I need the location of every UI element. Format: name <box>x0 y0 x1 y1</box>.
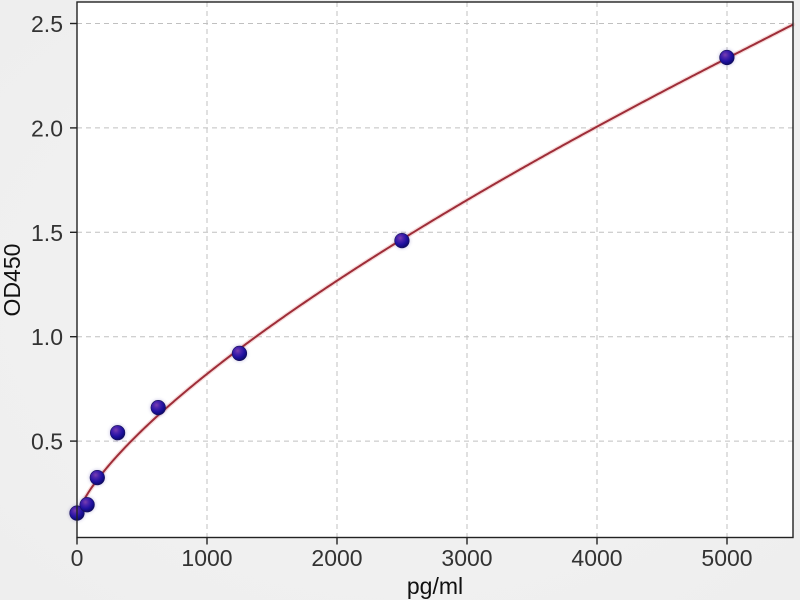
svg-text:5000: 5000 <box>701 545 752 571</box>
svg-text:0.5: 0.5 <box>31 429 63 455</box>
svg-text:OD450: OD450 <box>0 244 25 317</box>
svg-text:3000: 3000 <box>441 545 492 571</box>
svg-text:4000: 4000 <box>571 545 622 571</box>
svg-text:0: 0 <box>71 545 84 571</box>
svg-text:1.5: 1.5 <box>31 220 63 246</box>
svg-text:1.0: 1.0 <box>31 324 63 350</box>
svg-text:2.5: 2.5 <box>31 11 63 37</box>
svg-text:2000: 2000 <box>311 545 362 571</box>
svg-text:2.0: 2.0 <box>31 115 63 141</box>
svg-text:1000: 1000 <box>181 545 232 571</box>
svg-text:pg/ml: pg/ml <box>407 573 463 599</box>
